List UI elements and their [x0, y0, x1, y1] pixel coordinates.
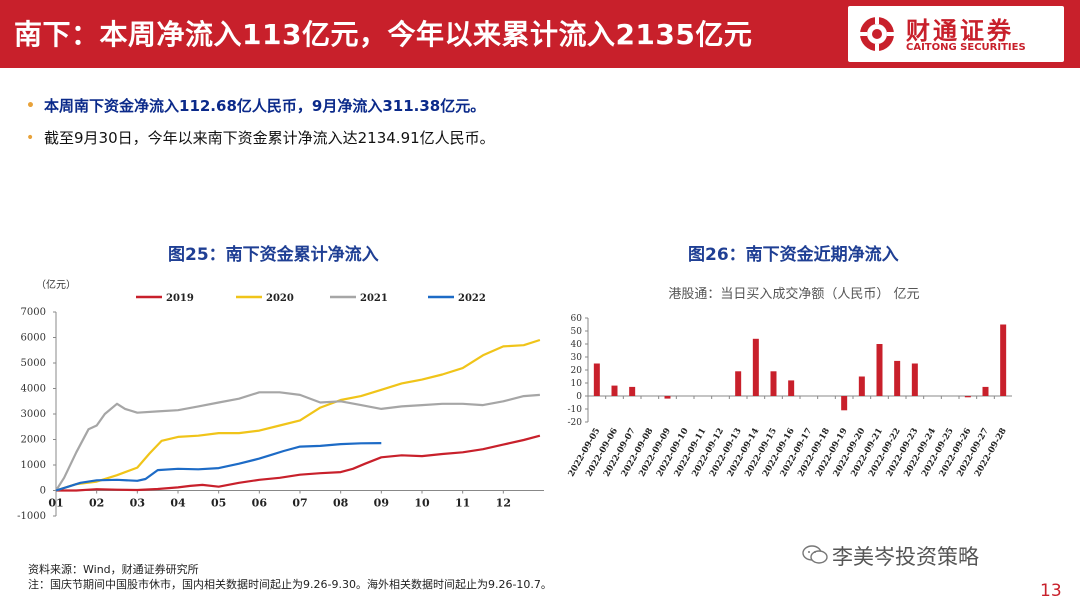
logo-text-cn: 财通证券: [906, 17, 1014, 45]
chart26-bar: [964, 396, 971, 398]
page-title: 南下：本周净流入113亿元，今年以来累计流入2135亿元: [14, 18, 753, 51]
chart26-bar: [752, 338, 759, 396]
chart26-title: 图26：南下资金近期净流入: [688, 245, 899, 265]
chart25-x-tick-label: 05: [211, 497, 226, 510]
chart25-title: 图25：南下资金累计净流入: [168, 245, 379, 265]
chart26-bar: [770, 371, 777, 396]
chart25-y-tick-label: -1000: [17, 511, 46, 522]
chart26-bar: [735, 371, 742, 396]
chart25-x-tick-label: 04: [170, 497, 186, 510]
chart25-y-tick-label: 1000: [21, 460, 46, 471]
chart26-bar: [611, 385, 618, 396]
chart26-bar: [593, 363, 600, 396]
chart26-y-tick-label: 10: [571, 379, 583, 389]
chart26-y-tick-label: -10: [568, 405, 583, 415]
logo-emblem-icon: [859, 16, 895, 52]
chart26-bar: [841, 396, 848, 411]
footer-note: 注：国庆节期间中国股市休市，国内相关数据时间起止为9.26-9.30。海外相关数…: [28, 578, 552, 591]
chart25-x-tick-label: 12: [496, 497, 511, 510]
header-bar: 南下：本周净流入113亿元，今年以来累计流入2135亿元 财通证券 CAITON…: [0, 0, 1080, 68]
chart26-bar: [858, 376, 865, 396]
chart26-bar: [876, 344, 883, 396]
chart26-y-tick-label: -20: [568, 418, 583, 428]
chart26-bar: [788, 380, 795, 396]
chart25-x-tick-label: 10: [414, 497, 430, 510]
chart25-y-tick-label: 3000: [21, 409, 46, 420]
chart25-y-tick-label: 5000: [21, 358, 46, 369]
chart26-y-tick-label: 50: [571, 327, 583, 337]
chart25-x-tick-label: 06: [252, 497, 268, 510]
chart25-legend-label: 2020: [266, 293, 294, 304]
chart25-legend-label: 2021: [360, 293, 388, 304]
chart26-y-tick-label: 30: [571, 353, 583, 363]
chart25-x-tick-label: 08: [333, 497, 349, 510]
chart25-series-line-2020: [55, 338, 541, 492]
chart25-legend-label: 2019: [166, 293, 194, 304]
chart25-x-tick-label: 07: [292, 497, 307, 510]
chart26-y-tick-label: 0: [576, 392, 582, 402]
chart25-series-line-2022: [55, 442, 382, 492]
chart25-y-tick-label: 2000: [21, 435, 46, 446]
footer-source: 资料来源：Wind，财通证券研究所: [28, 563, 199, 576]
wechat-icon: [802, 545, 828, 564]
chart25-x-tick-label: 11: [455, 497, 470, 510]
chart26-bar: [629, 386, 636, 396]
chart26-y-tick-label: 40: [571, 340, 583, 350]
bullet-text: 截至9月30日，今年以来南下资金累计净流入达2134.91亿人民币。: [44, 129, 495, 147]
bullet-item: • 本周南下资金净流入112.68亿人民币，9月净流入311.38亿元。: [24, 90, 495, 122]
bullet-text: 本周南下资金净流入112.68亿人民币，9月净流入311.38亿元。: [44, 97, 486, 115]
bullet-item: • 截至9月30日，今年以来南下资金累计净流入达2134.91亿人民币。: [24, 122, 495, 154]
chart25-y-tick-label: 4000: [21, 384, 46, 395]
chart25-series-line-2021: [55, 391, 540, 492]
summary-bullets: • 本周南下资金净流入112.68亿人民币，9月净流入311.38亿元。 • 截至9…: [24, 90, 495, 154]
chart26-bar: [982, 386, 989, 396]
bullet-dot-icon: •: [26, 130, 35, 146]
chart25-x-tick-label: 09: [374, 497, 389, 510]
chart25-y-tick-label: 7000: [21, 307, 46, 318]
chart25-x-tick-label: 01: [48, 497, 63, 510]
chart26-bar: [911, 363, 918, 396]
bullet-dot-icon: •: [26, 98, 35, 114]
chart25-unit-label: （亿元）: [36, 278, 76, 291]
chart25-series-line-2019: [56, 434, 541, 492]
logo-text-en: CAITONG SECURITIES: [906, 42, 1026, 53]
chart26-subtitle: 港股通：当日买入成交净额（人民币） 亿元: [668, 286, 919, 302]
company-logo: 财通证券 CAITONG SECURITIES: [848, 6, 1064, 62]
chart25-y-tick-label: 6000: [21, 333, 46, 344]
cumulative-inflow-line-chart: （亿元） -1000 0 1000 2000 3000 4000 5000 6000 7000 01…: [17, 278, 544, 522]
chart26-bar: [894, 360, 901, 396]
chart26-y-tick-label: 60: [571, 314, 583, 324]
watermark-text: 李美岑投资策略: [832, 545, 979, 569]
chart25-legend-label: 2022: [458, 293, 486, 304]
chart26-bar: [664, 396, 671, 399]
chart25-x-tick-label: 02: [89, 497, 104, 510]
recent-inflow-bar-chart: 港股通：当日买入成交净额（人民币） 亿元-20-1001020304050602…: [567, 286, 1012, 479]
chart26-y-tick-label: 20: [571, 366, 583, 376]
page-number: 13: [1040, 581, 1062, 601]
chart25-y-tick-label: 0: [40, 486, 46, 497]
chart25-x-tick-label: 03: [130, 497, 145, 510]
chart26-bar: [1000, 324, 1007, 396]
